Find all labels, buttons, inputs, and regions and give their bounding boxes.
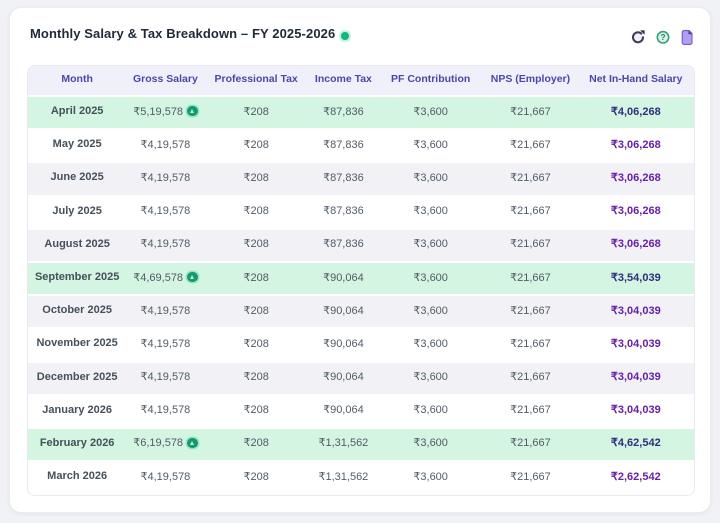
- svg-text:?: ?: [660, 33, 665, 42]
